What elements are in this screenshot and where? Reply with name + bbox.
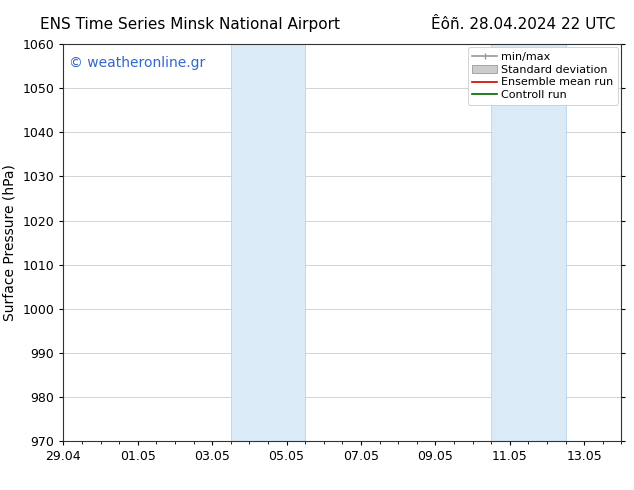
Text: ENS Time Series Minsk National Airport: ENS Time Series Minsk National Airport	[40, 17, 340, 32]
Text: © weatheronline.gr: © weatheronline.gr	[69, 56, 205, 70]
Bar	[231, 44, 305, 441]
Legend: min/max, Standard deviation, Ensemble mean run, Controll run: min/max, Standard deviation, Ensemble me…	[468, 48, 618, 105]
Bar	[491, 44, 566, 441]
Text: Êôñ. 28.04.2024 22 UTC: Êôñ. 28.04.2024 22 UTC	[431, 17, 616, 32]
Y-axis label: Surface Pressure (hPa): Surface Pressure (hPa)	[3, 164, 17, 321]
